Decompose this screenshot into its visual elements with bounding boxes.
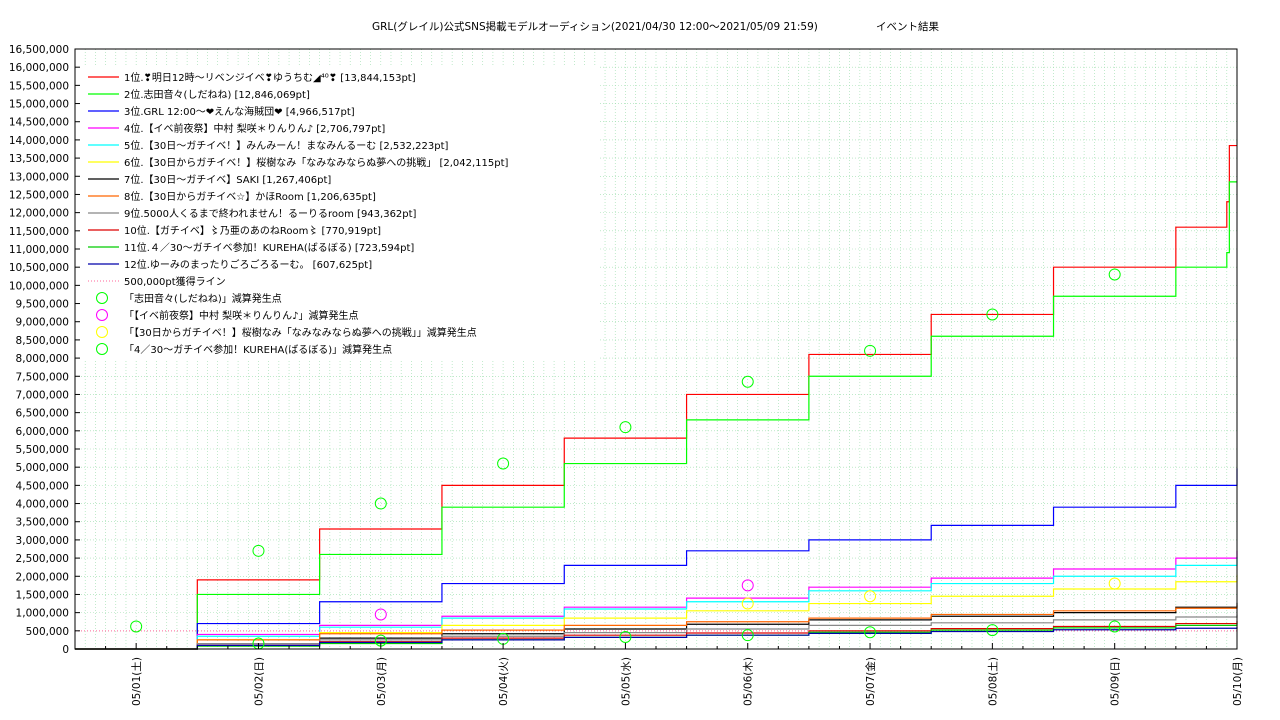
y-tick-label: 8,500,000 — [16, 335, 69, 347]
deduction-marker-1 — [374, 497, 387, 510]
x-tick-label: 05/09(日) — [1110, 657, 1122, 706]
chart-title: GRL(グレイル)公式SNS掲載モデルオーディション(2021/04/30 12… — [372, 20, 818, 33]
legend-background — [80, 66, 600, 359]
legend-label: 3位.GRL 12:00〜❤えんな海賊団❤ [4,966,517pt] — [124, 105, 355, 118]
y-tick-label: 16,000,000 — [9, 62, 69, 74]
deduction-marker-4 — [1108, 620, 1121, 633]
legend-label: 1位.❣明日12時〜リベンジイベ❣ゆうちむ◢⁴⁰❣ [13,844,153pt] — [124, 71, 416, 84]
legend-label: 2位.志田音々(しだねね) [12,846,069pt] — [124, 88, 310, 101]
deduction-marker-4 — [986, 624, 999, 637]
y-tick-label: 16,500,000 — [9, 44, 69, 56]
y-tick-label: 2,000,000 — [16, 571, 69, 583]
y-tick-label: 8,000,000 — [16, 353, 69, 365]
x-tick-label: 05/06(木) — [743, 657, 755, 706]
y-tick-label: 5,500,000 — [16, 444, 69, 456]
series-layer — [75, 144, 1238, 650]
x-tick-label: 05/03(月) — [376, 657, 388, 706]
series-line-8 — [75, 605, 1238, 650]
y-tick-label: 15,000,000 — [9, 99, 69, 111]
legend-label: 7位.【30日〜ガチイベ】SAKI [1,267,406pt] — [124, 173, 331, 186]
y-tick-label: 11,500,000 — [9, 226, 69, 238]
legend-label: 5位.【30日〜ガチイベ！】みんみーん！まなみんるーむ [2,532,223pt… — [124, 139, 449, 152]
deduction-marker-1 — [864, 344, 877, 357]
deduction-marker-2 — [374, 608, 387, 621]
marker-layer — [130, 268, 1121, 650]
y-tick-label: 7,000,000 — [16, 389, 69, 401]
x-tick-label: 05/05(水) — [620, 657, 632, 706]
legend-label: 「【イベ前夜祭】中村 梨咲＊りんりん♪」減算発生点 — [124, 309, 359, 322]
deduction-marker-3 — [741, 597, 754, 610]
y-tick-label: 4,500,000 — [16, 480, 69, 492]
legend-marker-4 — [96, 343, 108, 355]
legend-label: 「4／30〜ガチイベ参加！KUREHA(ばるぼる)」減算発生点 — [124, 343, 392, 356]
x-tick-label: 05/10(月) — [1232, 657, 1244, 706]
y-tick-label: 7,500,000 — [16, 371, 69, 383]
legend-marker-1 — [96, 292, 108, 304]
legend-marker-2 — [96, 309, 108, 321]
y-tick-label: 2,500,000 — [16, 553, 69, 565]
y-tick-label: 1,000,000 — [16, 608, 69, 620]
legend-label: 「志田音々(しだねね)」減算発生点 — [124, 292, 282, 305]
y-tick-label: 10,500,000 — [9, 262, 69, 274]
y-tick-label: 14,000,000 — [9, 135, 69, 147]
series-line-1 — [75, 144, 1237, 650]
deduction-marker-4 — [864, 626, 877, 639]
y-tick-label: 10,000,000 — [9, 280, 69, 292]
legend-label: 11位.４／30〜ガチイベ参加！KUREHA(ばるぼる) [723,594pt] — [124, 241, 414, 254]
x-tick-label: 05/01(土) — [130, 657, 143, 706]
legend: 1位.❣明日12時〜リベンジイベ❣ゆうちむ◢⁴⁰❣ [13,844,153pt]… — [80, 66, 600, 359]
deduction-marker-1 — [497, 457, 510, 470]
y-tick-label: 6,500,000 — [16, 408, 69, 420]
legend-label: 「【30日からガチイベ！】桜樹なみ「なみなみならぬ夢への挑戦」」減算発生点 — [124, 326, 477, 339]
y-tick-label: 3,000,000 — [16, 535, 69, 547]
series-line-2 — [75, 181, 1237, 650]
deduction-marker-1 — [619, 421, 632, 434]
y-tick-label: 0 — [62, 644, 69, 656]
x-tick-label: 05/08(土) — [986, 657, 999, 706]
y-tick-label: 13,500,000 — [9, 153, 69, 165]
y-tick-label: 6,000,000 — [16, 426, 69, 438]
series-line-12 — [75, 626, 1238, 650]
deduction-marker-1 — [1108, 268, 1121, 281]
y-tick-label: 3,500,000 — [16, 517, 69, 529]
legend-label: 12位.ゆーみのまったりごろごろるーむ。 [607,625pt] — [124, 258, 372, 271]
deduction-marker-2 — [741, 579, 754, 592]
y-tick-label: 11,000,000 — [9, 244, 69, 256]
x-tick-label: 05/02(日) — [253, 657, 265, 706]
y-tick-label: 12,000,000 — [9, 208, 69, 220]
y-tick-label: 14,500,000 — [9, 117, 69, 129]
y-tick-label: 5,000,000 — [16, 462, 69, 474]
y-tick-label: 4,000,000 — [16, 499, 69, 511]
y-tick-label: 15,500,000 — [9, 80, 69, 92]
legend-label: 4位.【イベ前夜祭】中村 梨咲＊りんりん♪ [2,706,797pt] — [124, 122, 385, 135]
deduction-marker-1 — [252, 544, 265, 557]
deduction-marker-3 — [1108, 577, 1121, 590]
legend-label: 6位.【30日からガチイベ！】桜樹なみ「なみなみならぬ夢への挑戦」 [2,042… — [124, 156, 509, 169]
legend-label: 500,000pt獲得ライン — [124, 275, 226, 288]
legend-marker-3 — [96, 326, 108, 338]
y-tick-label: 1,500,000 — [16, 589, 69, 601]
deduction-marker-1 — [986, 308, 999, 321]
deduction-marker-1 — [741, 375, 754, 388]
series-line-3 — [75, 468, 1238, 650]
legend-label: 10位.【ガチイベ】〻乃亜のあのねRoom〻 [770,919pt] — [124, 224, 381, 237]
y-axis-ticks: 0 500,000 1,000,000 1,500,000 2,000,000 2,500… — [9, 44, 80, 656]
y-tick-label: 9,500,000 — [16, 299, 69, 311]
deduction-marker-1 — [130, 620, 143, 633]
x-tick-label: 05/07(金) — [864, 657, 877, 706]
deduction-marker-3 — [864, 590, 877, 603]
x-axis-ticks: 05/01(土) 05/02(日) 05/03(月) 05/04(火) 05/05(水)… — [105, 643, 1244, 706]
chart-title-suffix: イベント結果 — [876, 20, 939, 33]
y-tick-label: 12,500,000 — [9, 189, 69, 201]
x-tick-label: 05/04(火) — [498, 657, 510, 706]
y-tick-label: 500,000 — [26, 626, 69, 638]
deduction-marker-4 — [619, 631, 632, 643]
deduction-marker-4 — [741, 629, 754, 642]
y-tick-label: 13,000,000 — [9, 171, 69, 183]
y-tick-label: 9,000,000 — [16, 317, 69, 329]
legend-label: 9位.5000人くるまで終われません！るーりるroom [943,362pt] — [124, 207, 417, 220]
legend-label: 8位.【30日からガチイベ☆】かほRoom [1,206,635pt] — [124, 190, 376, 203]
